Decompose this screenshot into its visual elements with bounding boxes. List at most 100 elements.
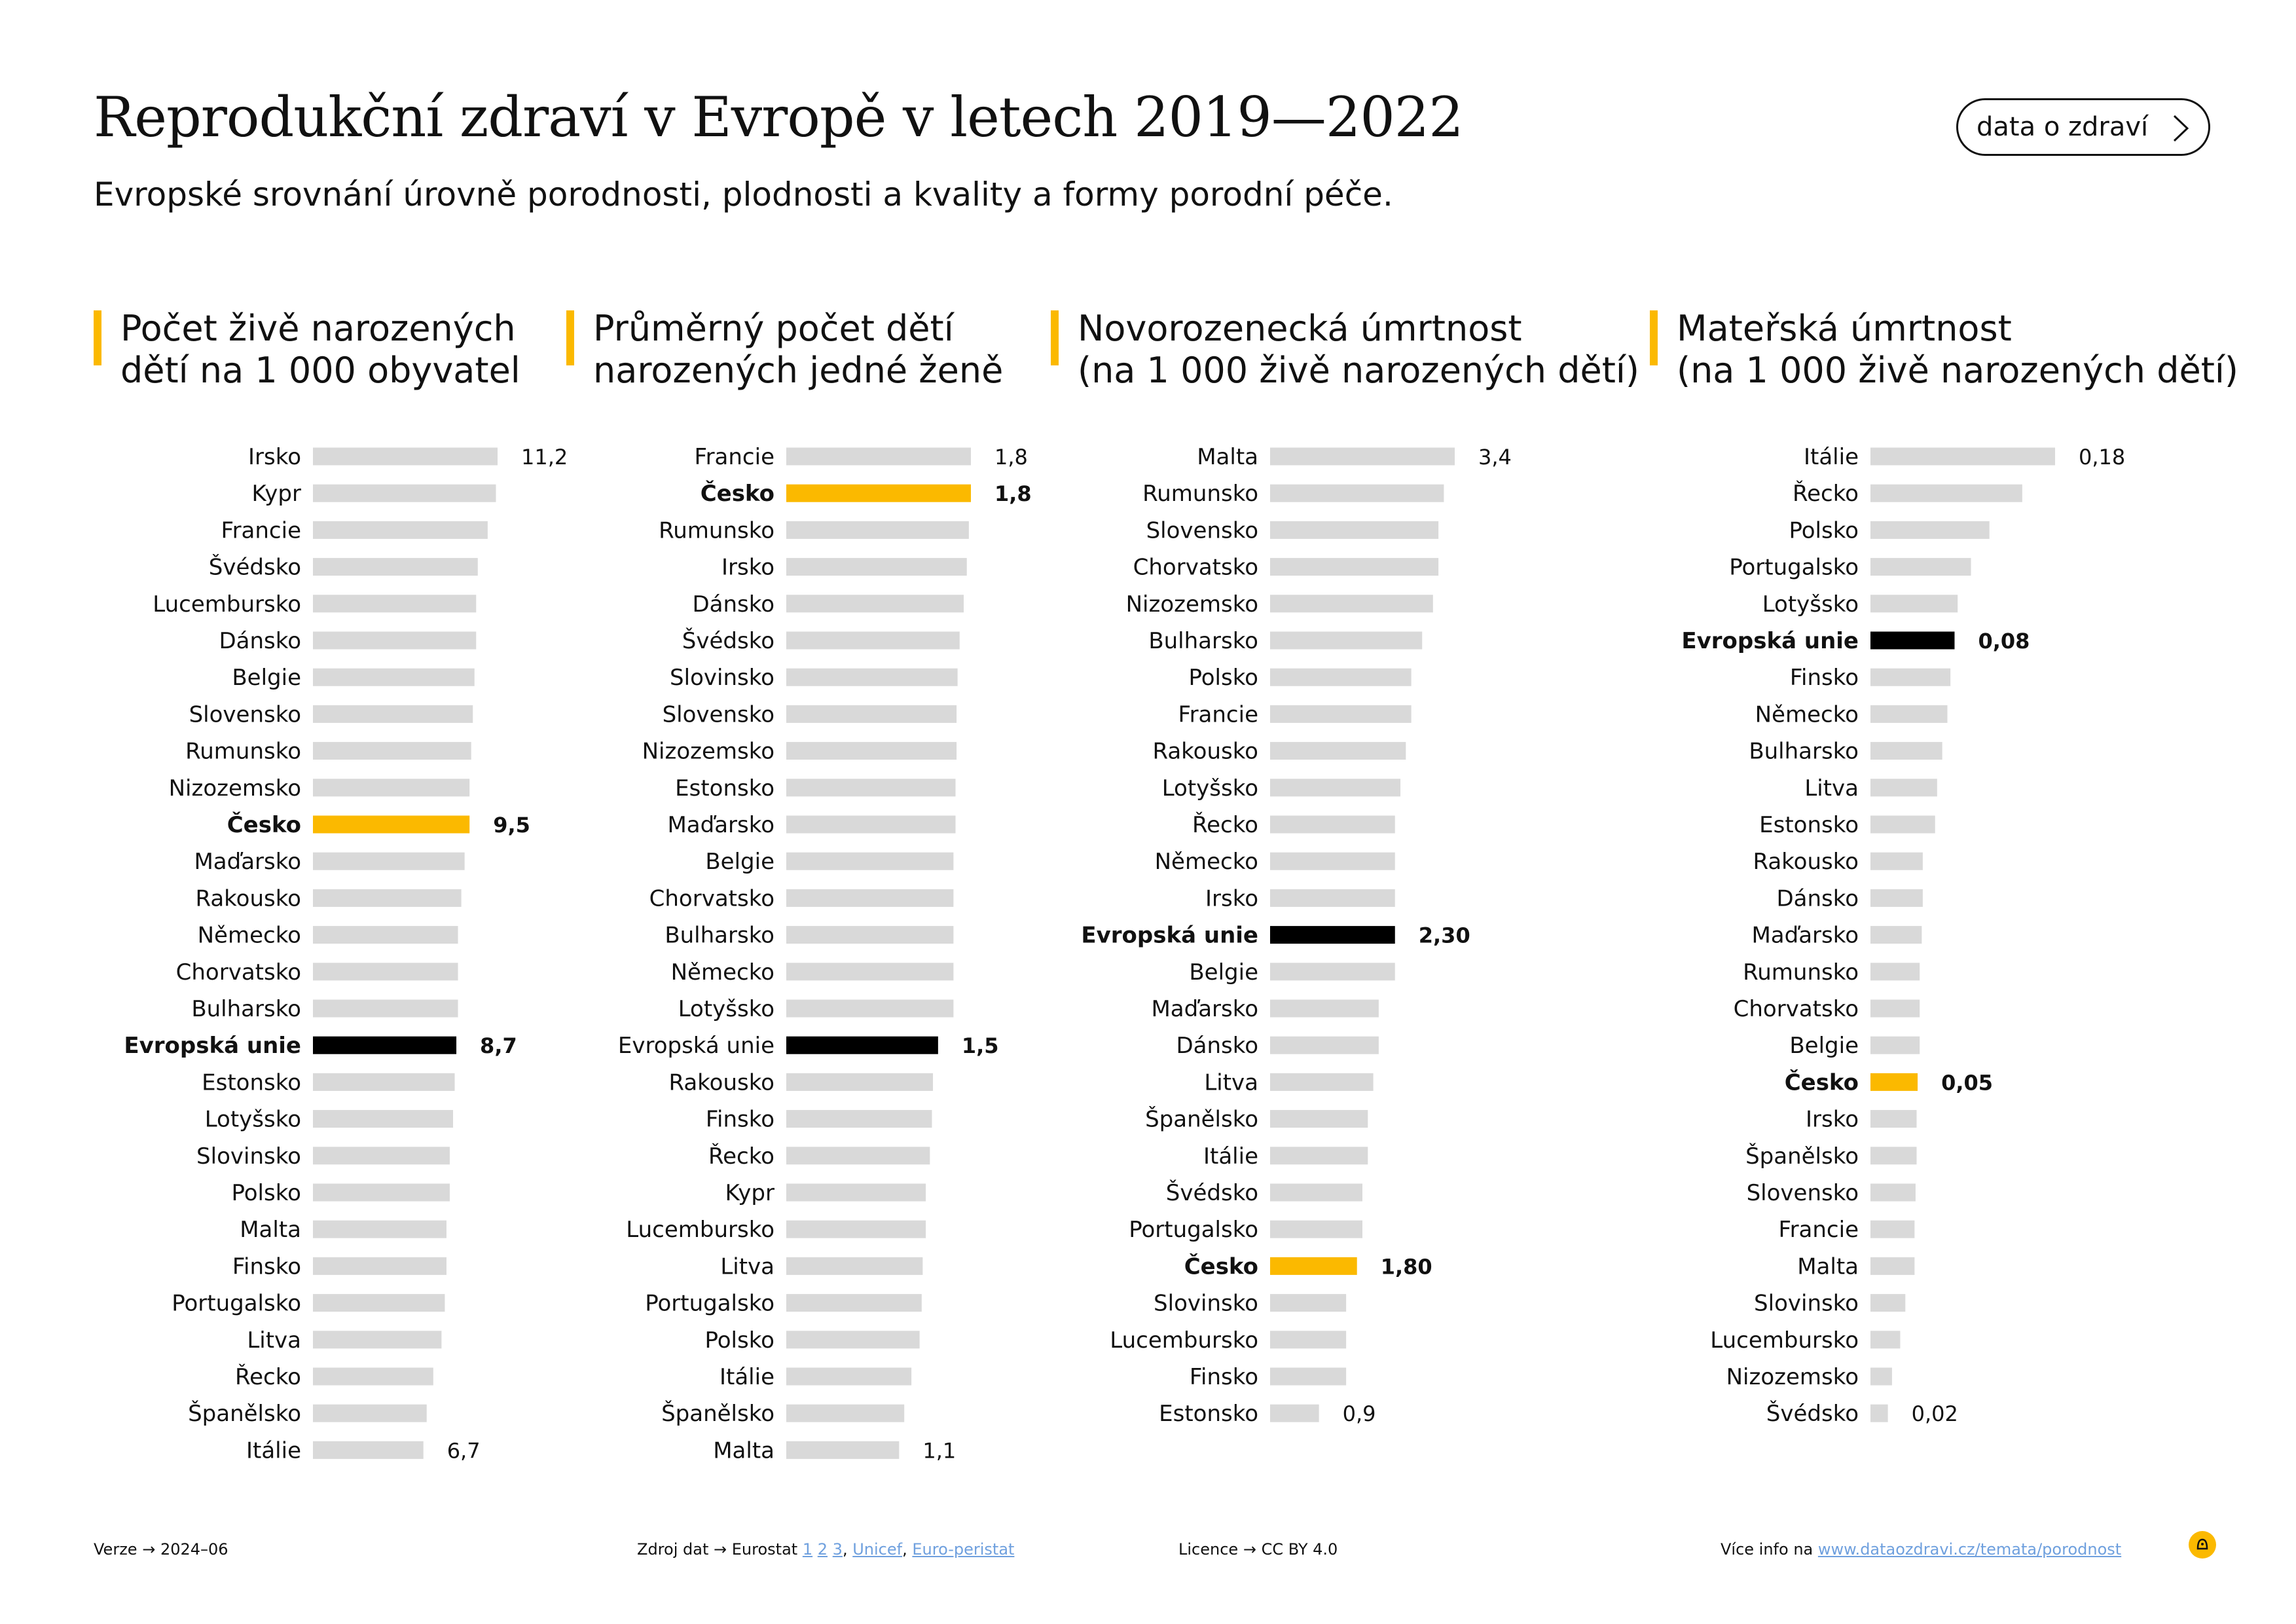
category-label: Francie <box>221 517 301 544</box>
category-label: Řecko <box>1793 480 1859 507</box>
category-label: Řecko <box>1192 811 1258 838</box>
bar <box>313 1331 442 1349</box>
source-link-unicef[interactable]: Unicef <box>852 1540 903 1559</box>
bar <box>786 963 954 981</box>
category-label: Belgie <box>705 849 774 875</box>
value-label: 1,8 <box>994 481 1032 506</box>
source-link-1[interactable]: 1 <box>802 1540 813 1559</box>
version-label: Verze <box>94 1540 137 1559</box>
bar <box>1270 558 1439 576</box>
license-label: Licence <box>1178 1540 1239 1559</box>
bar <box>1270 963 1395 981</box>
value-label: 2,30 <box>1419 923 1470 948</box>
chart-title: Průměrný počet dětí narozených jedné žen… <box>593 308 1004 391</box>
source-link-europeristat[interactable]: Euro-peristat <box>912 1540 1015 1559</box>
bar <box>313 1404 427 1422</box>
panel-accent-bar <box>94 310 101 365</box>
bar <box>786 815 956 834</box>
bar <box>1270 1331 1347 1349</box>
category-label: Rakousko <box>195 885 301 912</box>
category-label: Švédsko <box>682 627 774 654</box>
category-label: Portugalsko <box>1729 555 1859 581</box>
bar <box>313 668 475 686</box>
category-label: Nizozemsko <box>1726 1364 1859 1390</box>
category-label: Bulharsko <box>1148 628 1258 654</box>
license-value: CC BY 4.0 <box>1261 1540 1338 1559</box>
bar <box>313 889 462 907</box>
category-label: Maďarsko <box>194 849 301 875</box>
bar <box>1870 1110 1917 1128</box>
category-label: Německo <box>671 959 774 986</box>
category-label: Lucembursko <box>1110 1327 1258 1354</box>
bar <box>786 705 957 723</box>
bar <box>786 1331 920 1349</box>
bar <box>1870 1367 1892 1386</box>
value-label: 0,18 <box>2079 445 2125 470</box>
bar <box>1270 779 1401 797</box>
category-label: Malta <box>1197 444 1258 470</box>
category-label: Švédsko <box>209 554 301 581</box>
category-label: Evropská unie <box>1081 923 1258 949</box>
category-label: Španělsko <box>1745 1143 1859 1170</box>
bar <box>313 963 458 981</box>
bar <box>786 1036 938 1054</box>
category-label: Dánsko <box>692 591 774 618</box>
source-link-3[interactable]: 3 <box>832 1540 843 1559</box>
category-label: Lotyšsko <box>1762 591 1859 618</box>
value-label: 0,08 <box>1978 629 2030 654</box>
category-label: Finsko <box>232 1253 301 1280</box>
chevron-right-icon <box>2169 112 2191 151</box>
source-link-2[interactable]: 2 <box>817 1540 828 1559</box>
bar <box>1870 815 1935 834</box>
category-label: Irsko <box>1205 885 1258 912</box>
bar <box>786 1110 932 1128</box>
category-label: Polsko <box>704 1327 774 1354</box>
category-label: Estonsko <box>202 1069 301 1096</box>
value-label: 6,7 <box>447 1438 481 1463</box>
category-label: Irsko <box>721 555 774 581</box>
category-label: Rumunsko <box>659 517 774 544</box>
bar <box>1870 742 1942 760</box>
category-label: Lucembursko <box>1710 1327 1859 1354</box>
bar <box>313 1294 445 1312</box>
bar <box>786 1220 926 1238</box>
category-label: Španělsko <box>661 1400 774 1427</box>
page-title: Reprodukční zdraví v Evropě v letech 201… <box>94 85 1464 149</box>
category-label: Polsko <box>231 1180 301 1206</box>
category-label: Evropská unie <box>124 1033 301 1059</box>
bar <box>1870 521 1990 539</box>
category-label: Rakousko <box>1753 849 1859 875</box>
bar <box>1870 1147 1917 1165</box>
more-info-link[interactable]: www.dataozdravi.cz/temata/porodnost <box>1817 1540 2122 1559</box>
category-label: Irsko <box>248 444 301 470</box>
bar <box>1270 1257 1357 1275</box>
category-label: Francie <box>1778 1217 1859 1243</box>
bar <box>1270 595 1433 613</box>
bar <box>786 1441 900 1459</box>
bar <box>1270 1110 1368 1128</box>
bar <box>786 484 971 502</box>
bar <box>1870 1073 1918 1091</box>
bar <box>786 779 956 797</box>
bar <box>313 779 470 797</box>
value-label: 1,5 <box>962 1033 999 1058</box>
data-o-zdravi-button[interactable]: data o zdraví <box>1956 98 2210 156</box>
bar <box>1270 1147 1368 1165</box>
bar <box>313 1257 446 1275</box>
bar <box>1870 852 1923 870</box>
category-label: Česko <box>1184 1253 1258 1280</box>
category-label: Česko <box>701 480 774 507</box>
category-label: Bulharsko <box>191 996 301 1022</box>
bar <box>1870 779 1937 797</box>
category-label: Finsko <box>1190 1364 1258 1390</box>
bar <box>1270 1183 1362 1202</box>
category-label: Švédsko <box>1166 1179 1258 1206</box>
category-label: Chorvatsko <box>1133 555 1258 581</box>
bar <box>313 558 478 576</box>
bar <box>1270 999 1379 1018</box>
bar <box>1870 447 2055 466</box>
category-label: Portugalsko <box>1129 1217 1258 1243</box>
category-label: Chorvatsko <box>1734 996 1859 1022</box>
page-subtitle: Evropské srovnání úrovně porodnosti, plo… <box>94 175 1393 213</box>
value-label: 0,02 <box>1912 1401 1958 1426</box>
